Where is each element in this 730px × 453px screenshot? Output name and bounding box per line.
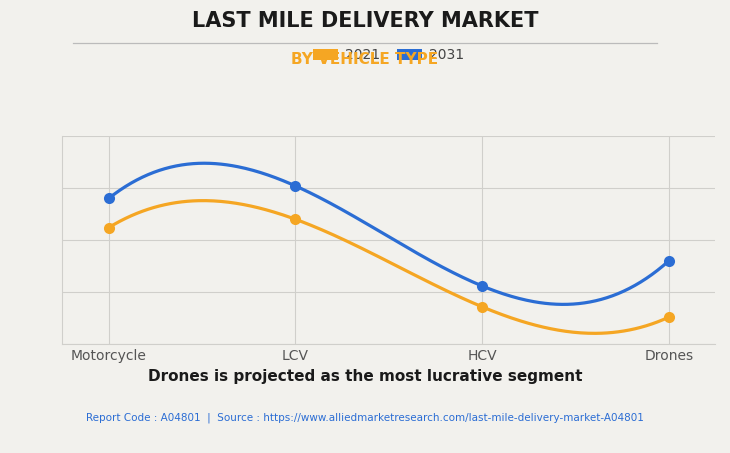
Text: Report Code : A04801  |  Source : https://www.alliedmarketresearch.com/last-mile: Report Code : A04801 | Source : https://…	[86, 412, 644, 423]
Legend: 2021, 2031: 2021, 2031	[308, 43, 469, 68]
Text: LAST MILE DELIVERY MARKET: LAST MILE DELIVERY MARKET	[192, 11, 538, 31]
Text: Drones is projected as the most lucrative segment: Drones is projected as the most lucrativ…	[147, 369, 583, 384]
Text: BY VEHICLE TYPE: BY VEHICLE TYPE	[291, 52, 439, 67]
